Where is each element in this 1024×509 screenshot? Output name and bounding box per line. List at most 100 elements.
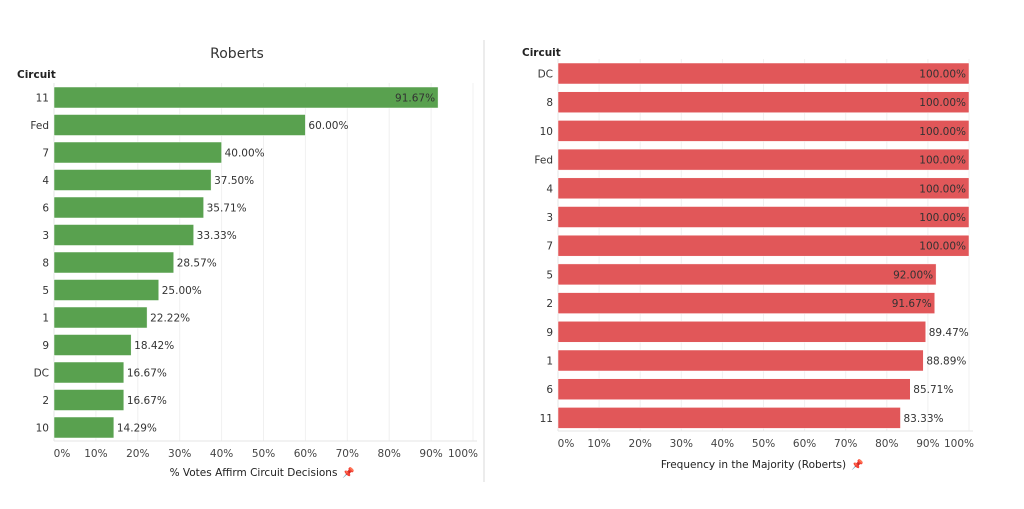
data-label: 100.00% (919, 241, 966, 253)
x-tick-label: 40% (711, 438, 734, 450)
bar (53, 224, 194, 246)
bar (557, 234, 970, 257)
x-tick-label: 10% (84, 448, 107, 460)
x-tick-label: 90% (419, 448, 442, 460)
data-label: 100.00% (919, 183, 966, 195)
data-label: 100.00% (919, 97, 966, 109)
bar (557, 263, 937, 286)
bar (53, 251, 174, 274)
x-tick-label: 50% (752, 438, 775, 450)
category-label: 7 (42, 148, 49, 160)
data-label: 18.42% (134, 340, 174, 352)
panel-divider (483, 40, 485, 482)
data-label: 91.67% (395, 93, 435, 105)
bar (557, 120, 970, 142)
category-label: DC (538, 69, 553, 81)
x-tick-label: 60% (793, 438, 816, 450)
x-tick-label: 0% (54, 448, 71, 460)
data-label: 25.00% (162, 285, 202, 297)
category-label: 3 (546, 212, 553, 224)
x-tick-label: 30% (670, 438, 693, 450)
data-label: 60.00% (308, 120, 348, 132)
data-label: 40.00% (225, 148, 265, 160)
x-tick-label: 20% (629, 438, 652, 450)
category-label: Fed (534, 155, 553, 167)
bar (53, 361, 125, 384)
data-label: 91.67% (892, 298, 932, 310)
bar (557, 62, 970, 85)
category-label: DC (34, 368, 49, 380)
data-label: 83.33% (903, 413, 943, 425)
x-tick-label: 10% (587, 438, 610, 450)
bar (53, 141, 222, 164)
x-axis-title: % Votes Affirm Circuit Decisions (170, 467, 338, 479)
pin-icon: 📌 (342, 466, 355, 479)
chart-2: Circuit DC 100.00% 8 100.00% 10 100.00% Fed 100.… (522, 47, 974, 471)
bar (53, 169, 212, 191)
category-label: 11 (36, 93, 49, 105)
y-axis-header: Circuit (17, 69, 56, 81)
category-label: 9 (42, 340, 49, 352)
bar (53, 416, 115, 439)
category-label: 5 (42, 285, 49, 297)
data-label: 22.22% (150, 313, 190, 325)
bar (557, 349, 924, 372)
category-label: 1 (42, 313, 49, 325)
data-label: 92.00% (893, 269, 933, 281)
x-tick-label: 100% (944, 438, 974, 450)
category-label: 4 (42, 175, 49, 187)
category-label: 2 (546, 298, 553, 310)
category-label: 11 (540, 413, 553, 425)
bar (557, 407, 901, 429)
bar (557, 148, 970, 171)
x-tick-label: 70% (834, 438, 857, 450)
x-tick-label: 100% (448, 448, 478, 460)
category-label: 1 (546, 356, 553, 368)
pin-icon: 📌 (851, 458, 864, 471)
data-label: 33.33% (197, 230, 237, 242)
data-label: 16.67% (127, 395, 167, 407)
bar (557, 206, 970, 228)
data-label: 37.50% (214, 175, 254, 187)
data-label: 35.71% (207, 203, 247, 215)
category-label: 8 (546, 97, 553, 109)
bar (53, 306, 148, 329)
category-label: 6 (42, 203, 49, 215)
x-tick-label: 80% (378, 448, 401, 460)
category-label: Fed (30, 120, 49, 132)
bar (53, 86, 439, 109)
category-label: 9 (546, 327, 553, 339)
data-label: 88.89% (926, 356, 966, 368)
bar (53, 114, 306, 136)
data-label: 100.00% (919, 212, 966, 224)
data-label: 14.29% (117, 423, 157, 435)
data-label: 85.71% (913, 384, 953, 396)
bar (557, 292, 936, 314)
bar (53, 196, 204, 219)
x-tick-label: 50% (252, 448, 275, 460)
category-label: 5 (546, 269, 553, 281)
data-label: 100.00% (919, 69, 966, 81)
data-label: 100.00% (919, 155, 966, 167)
x-tick-label: 40% (210, 448, 233, 460)
category-label: 10 (36, 423, 49, 435)
data-label: 28.57% (177, 258, 217, 270)
category-label: 8 (42, 258, 49, 270)
x-tick-label: 30% (168, 448, 191, 460)
x-axis-title: Frequency in the Majority (Roberts) (661, 459, 846, 471)
x-tick-label: 60% (294, 448, 317, 460)
category-label: 7 (546, 241, 553, 253)
chart-1: Roberts Circuit 11 91.67% Fed 60.00% 7 40.00% 4 3… (17, 46, 478, 479)
category-label: 10 (540, 126, 553, 138)
category-label: 6 (546, 384, 553, 396)
data-label: 100.00% (919, 126, 966, 138)
x-tick-label: 90% (916, 438, 939, 450)
x-tick-label: 70% (336, 448, 359, 460)
y-axis-header: Circuit (522, 47, 561, 59)
category-label: 2 (42, 395, 49, 407)
bar (557, 378, 911, 400)
bar (53, 334, 132, 356)
bar (557, 321, 926, 343)
bar (53, 389, 125, 411)
